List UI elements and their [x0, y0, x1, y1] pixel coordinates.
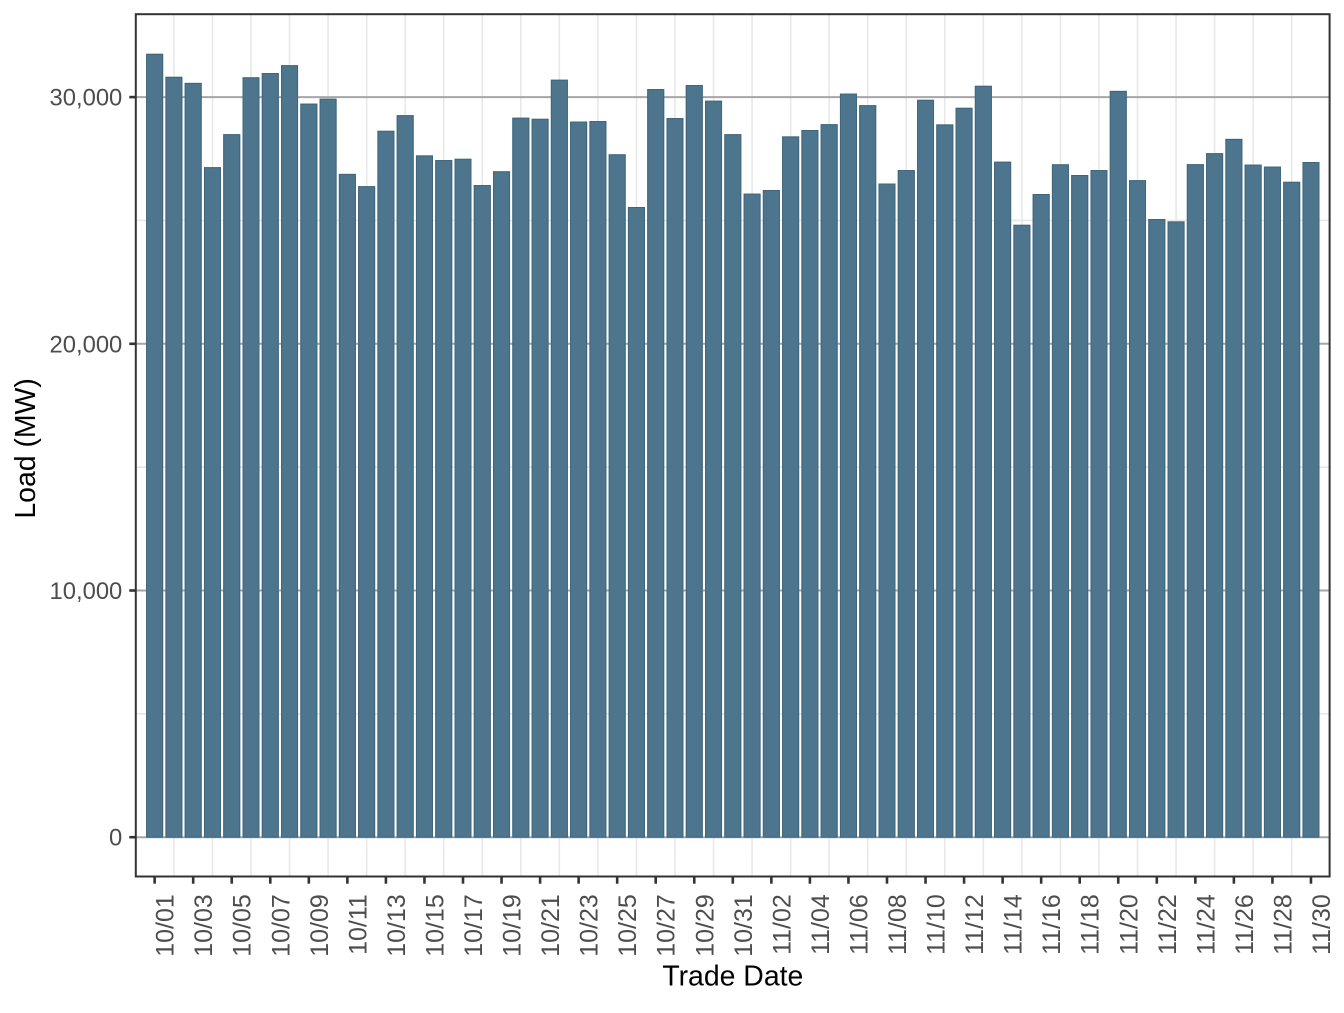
svg-text:11/24: 11/24 [1192, 894, 1220, 955]
svg-text:10/23: 10/23 [576, 894, 604, 957]
svg-text:11/16: 11/16 [1038, 894, 1066, 955]
svg-text:11/06: 11/06 [845, 894, 873, 955]
svg-text:10/17: 10/17 [460, 894, 488, 957]
svg-text:10/21: 10/21 [537, 894, 565, 957]
svg-text:20,000: 20,000 [50, 331, 123, 358]
svg-text:10/05: 10/05 [229, 894, 257, 957]
svg-text:11/14: 11/14 [1000, 894, 1028, 955]
svg-text:10/27: 10/27 [653, 894, 681, 957]
svg-text:10,000: 10,000 [50, 578, 123, 605]
svg-text:11/28: 11/28 [1269, 894, 1297, 955]
svg-text:Load (MW): Load (MW) [10, 378, 42, 518]
svg-text:10/25: 10/25 [614, 894, 642, 957]
svg-text:10/29: 10/29 [691, 894, 719, 957]
svg-text:11/08: 11/08 [884, 894, 912, 955]
svg-text:11/26: 11/26 [1231, 894, 1259, 955]
svg-text:11/02: 11/02 [768, 894, 796, 955]
svg-text:11/30: 11/30 [1308, 894, 1336, 955]
svg-text:11/12: 11/12 [961, 894, 989, 955]
svg-text:10/09: 10/09 [306, 894, 334, 957]
svg-text:11/22: 11/22 [1154, 894, 1182, 955]
svg-text:10/19: 10/19 [499, 894, 527, 957]
svg-text:10/31: 10/31 [730, 894, 758, 957]
svg-text:10/03: 10/03 [190, 894, 218, 957]
svg-text:0: 0 [109, 825, 122, 852]
svg-text:11/18: 11/18 [1077, 894, 1105, 955]
svg-text:11/20: 11/20 [1115, 894, 1143, 955]
svg-text:10/13: 10/13 [383, 894, 411, 957]
svg-text:Trade Date: Trade Date [662, 960, 803, 992]
svg-text:11/04: 11/04 [807, 894, 835, 955]
svg-text:10/01: 10/01 [152, 894, 180, 957]
svg-text:11/10: 11/10 [923, 894, 951, 955]
svg-text:30,000: 30,000 [50, 85, 123, 112]
svg-text:10/11: 10/11 [344, 894, 372, 955]
svg-text:10/07: 10/07 [267, 894, 295, 957]
svg-text:10/15: 10/15 [421, 894, 449, 957]
